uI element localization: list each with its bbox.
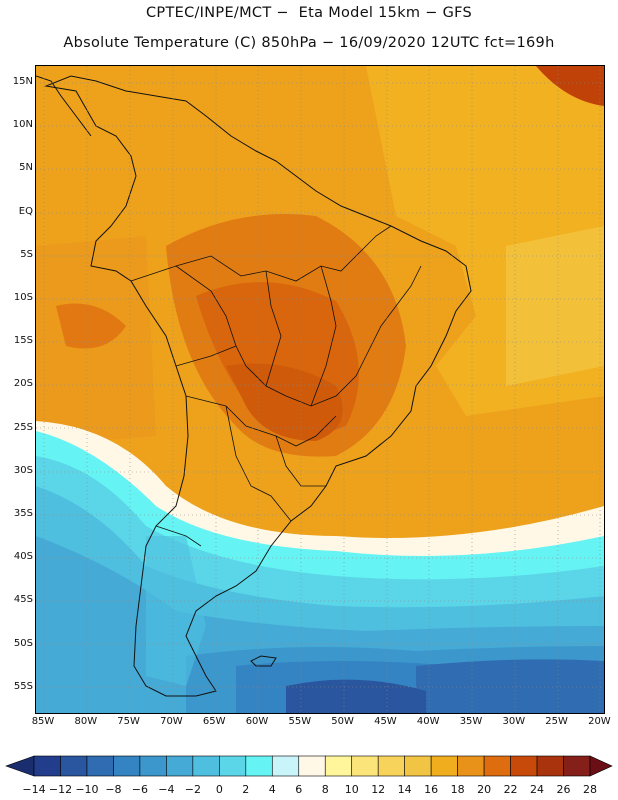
colorbar-tick-label: 14 xyxy=(397,783,412,796)
lat-label: 20S xyxy=(13,378,33,390)
lat-label: 15S xyxy=(13,335,33,347)
colorbar-swatch xyxy=(86,755,114,777)
colorbar-swatch xyxy=(510,755,538,777)
colorbar-swatch xyxy=(271,755,300,777)
lon-label: 70W xyxy=(160,716,183,727)
lon-label: 75W xyxy=(117,716,140,727)
colorbar-tick-label: −4 xyxy=(158,783,175,796)
lat-label: 25S xyxy=(13,421,33,433)
lat-label: EQ xyxy=(18,205,33,217)
colorbar-tick-label: −10 xyxy=(75,783,99,796)
lon-label: 80W xyxy=(74,716,98,727)
map-panel xyxy=(35,65,605,714)
colorbar-swatch xyxy=(139,755,167,777)
colorbar-swatch xyxy=(483,755,511,777)
colorbar-tick-label: 22 xyxy=(503,783,518,796)
lat-label: 15N xyxy=(12,76,33,87)
colorbar-swatch xyxy=(219,755,247,777)
colorbar-under-arrow xyxy=(5,755,35,777)
colorbar-tick-label: −2 xyxy=(184,783,201,796)
colorbar-swatch xyxy=(430,755,458,777)
colorbar-tick-label: 18 xyxy=(450,783,465,796)
colorbar-tick-label: 28 xyxy=(583,783,597,796)
lon-label: 25W xyxy=(545,716,568,727)
lat-label: 10N xyxy=(12,119,33,131)
colorbar-swatch xyxy=(113,755,141,777)
colorbar-swatch xyxy=(245,755,273,777)
colorbar-swatch xyxy=(298,755,326,777)
colorbar-swatch xyxy=(324,755,353,777)
colorbar-swatch xyxy=(192,755,220,777)
lat-label: 50S xyxy=(13,637,33,649)
lon-label: 20W xyxy=(588,716,611,727)
colorbar-tick-label: −12 xyxy=(48,783,73,796)
lat-label: 5N xyxy=(19,162,33,174)
colorbar-tick-label: 0 xyxy=(215,783,223,796)
colorbar-tick-label: 16 xyxy=(424,783,439,796)
lat-label: 45S xyxy=(13,594,33,606)
lat-label: 5S xyxy=(20,248,33,260)
lon-label: 85W xyxy=(31,716,55,727)
colorbar-swatch xyxy=(60,755,88,777)
colorbar-swatch xyxy=(33,755,61,777)
colorbar-tick-label: −6 xyxy=(131,783,148,796)
colorbar-tick-label: 12 xyxy=(371,783,386,796)
colorbar-tick-label: −14 xyxy=(22,783,46,796)
colorbar-tick-label: 2 xyxy=(242,783,250,796)
colorbar-tick-label: 26 xyxy=(556,783,571,796)
lon-label: 50W xyxy=(331,716,354,727)
colorbar-swatch xyxy=(536,755,564,777)
lon-label: 65W xyxy=(202,716,226,727)
colorbar-over-arrow xyxy=(589,755,613,777)
lat-label: 40S xyxy=(13,551,33,563)
lat-label: 55S xyxy=(13,680,33,692)
map-title: CPTEC/INPE/MCT − Eta Model 15km − GFS xyxy=(145,5,473,21)
map-subtitle: Absolute Temperature (C) 850hPa − 16/09/… xyxy=(63,35,555,51)
lon-label: 60W xyxy=(245,716,269,727)
lat-label: 10S xyxy=(13,292,33,303)
lon-label: 55W xyxy=(288,716,312,727)
colorbar-swatch xyxy=(166,755,194,777)
colorbar-tick-label: 6 xyxy=(295,783,303,796)
lon-label: 30W xyxy=(502,716,526,727)
colorbar-swatch xyxy=(404,755,432,777)
colorbar-tick-label: −8 xyxy=(105,783,122,796)
colorbar-swatch xyxy=(457,755,485,777)
lon-label: 35W xyxy=(459,716,483,727)
lat-label: 35S xyxy=(13,508,33,519)
color-scale-bar xyxy=(5,755,613,777)
colorbar-tick-label: 20 xyxy=(477,783,492,796)
colorbar-swatch xyxy=(351,755,379,777)
colorbar-tick-label: 4 xyxy=(268,783,276,796)
colorbar-tick-label: 24 xyxy=(530,783,545,796)
colorbar-tick-label: 8 xyxy=(321,783,329,796)
lon-label: 40W xyxy=(416,716,440,727)
temperature-map xyxy=(36,66,604,713)
colorbar-tick-label: 10 xyxy=(344,783,359,796)
colorbar-swatch xyxy=(377,755,405,777)
colorbar-swatch xyxy=(563,755,591,777)
lat-label: 30S xyxy=(13,464,33,476)
lon-label: 45W xyxy=(374,716,397,727)
